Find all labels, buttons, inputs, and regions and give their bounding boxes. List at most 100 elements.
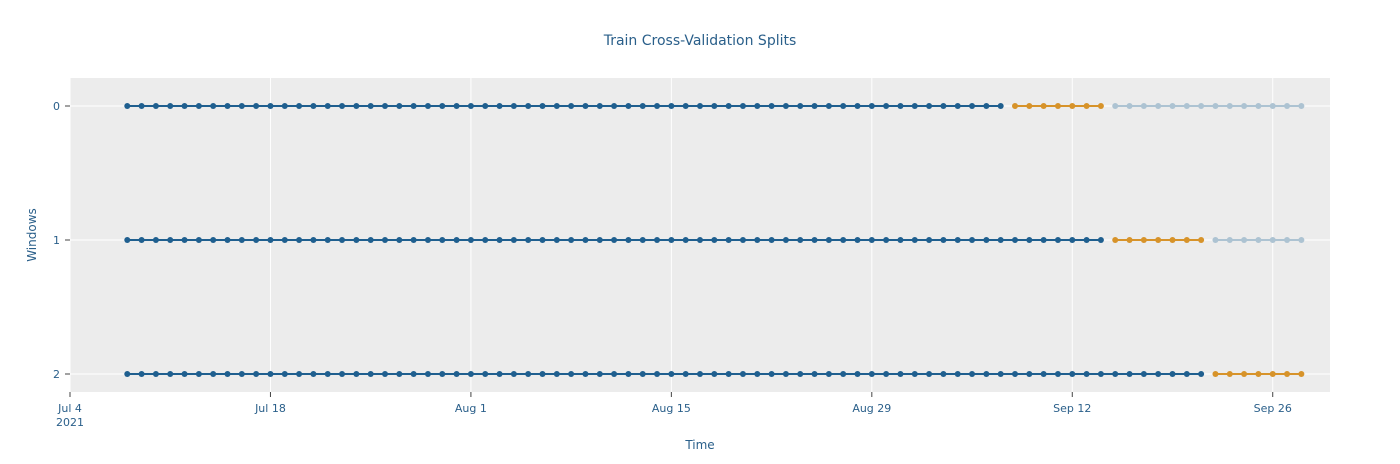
test-series-w0-point xyxy=(1054,103,1061,109)
train-series-w0-point xyxy=(353,103,360,109)
train-series-w0-point xyxy=(553,103,560,109)
test-series-w1-point xyxy=(1112,237,1119,243)
train-series-w2-point xyxy=(940,371,947,377)
train-series-w1-point xyxy=(396,237,403,243)
future-series-w1-point xyxy=(1298,237,1305,243)
train-series-w1-point xyxy=(1097,237,1104,243)
train-series-w2-point xyxy=(281,371,288,377)
train-series-w1-point xyxy=(797,237,804,243)
future-series-w1-point xyxy=(1212,237,1219,243)
train-series-w0-point xyxy=(568,103,575,109)
train-series-w2-point xyxy=(725,371,732,377)
train-series-w2-point xyxy=(954,371,961,377)
test-series-w2-point xyxy=(1269,371,1276,377)
future-series-w0-point xyxy=(1241,103,1248,109)
train-series-w1-point xyxy=(382,237,388,243)
train-series-w1-point xyxy=(210,237,217,243)
test-series-w0-point xyxy=(1040,103,1047,109)
train-series-w0-point xyxy=(668,103,675,109)
train-series-w2-point xyxy=(1140,371,1147,377)
train-series-w1-point xyxy=(897,237,904,243)
train-series-w0-point xyxy=(324,103,331,109)
train-series-w2-point xyxy=(310,371,317,377)
future-series-w1-point xyxy=(1226,237,1233,243)
future-series-w1-point xyxy=(1284,237,1291,243)
train-series-w2-point xyxy=(811,371,818,377)
series-layer xyxy=(124,103,1305,377)
train-series-w1-point xyxy=(138,237,145,243)
train-series-w2-point xyxy=(582,371,589,377)
train-series-w2-point xyxy=(1040,371,1047,377)
train-series-w1 xyxy=(124,237,1104,243)
train-series-w1-point xyxy=(711,237,718,243)
train-series-w2-point xyxy=(983,371,990,377)
train-series-w2-point xyxy=(453,371,460,377)
train-series-w0-point xyxy=(539,103,546,109)
train-series-w0-point xyxy=(424,103,431,109)
train-series-w1-point xyxy=(883,237,890,243)
test-series-w2-point xyxy=(1255,371,1262,377)
train-series-w2-point xyxy=(639,371,646,377)
train-series-w2 xyxy=(124,371,1205,377)
train-series-w2-point xyxy=(496,371,503,377)
train-series-w1-point xyxy=(510,237,517,243)
future-series-w0-point xyxy=(1126,103,1133,109)
train-series-w0-point xyxy=(911,103,918,109)
train-series-w0-point xyxy=(954,103,961,109)
test-series-w1 xyxy=(1112,237,1205,243)
train-series-w2-point xyxy=(883,371,890,377)
train-series-w1-point xyxy=(353,237,360,243)
train-series-w0-point xyxy=(754,103,761,109)
train-series-w2-point xyxy=(152,371,159,377)
test-series-w1-point xyxy=(1155,237,1162,243)
train-series-w2-point xyxy=(768,371,775,377)
train-series-w2-point xyxy=(840,371,847,377)
train-series-w0-point xyxy=(439,103,446,109)
y-tick-label: 1 xyxy=(53,234,60,247)
train-series-w2-point xyxy=(969,371,976,377)
train-series-w0-point xyxy=(697,103,703,109)
train-series-w2-point xyxy=(711,371,718,377)
train-series-w1-point xyxy=(768,237,775,243)
train-series-w0-point xyxy=(654,103,661,109)
train-series-w2-point xyxy=(1083,371,1090,377)
y-axis-ticks: 0 1 2 xyxy=(53,100,70,381)
train-series-w2-point xyxy=(439,371,446,377)
train-series-w0-point xyxy=(739,103,746,109)
train-series-w2-point xyxy=(553,371,560,377)
train-series-w1-point xyxy=(997,237,1004,243)
train-series-w1-point xyxy=(1012,237,1018,243)
train-series-w0-point xyxy=(596,103,603,109)
train-series-w0-point xyxy=(167,103,174,109)
future-series-w0-point xyxy=(1298,103,1305,109)
train-series-w1-point xyxy=(697,237,703,243)
train-series-w0-point xyxy=(782,103,789,109)
train-series-w1-point xyxy=(539,237,546,243)
train-series-w1-point xyxy=(840,237,847,243)
train-series-w2-point xyxy=(1155,371,1162,377)
train-series-w2-point xyxy=(754,371,761,377)
train-series-w2-point xyxy=(825,371,832,377)
train-series-w0 xyxy=(124,103,1004,109)
train-series-w1-point xyxy=(482,237,489,243)
train-series-w1-point xyxy=(1054,237,1061,243)
train-series-w1-point xyxy=(725,237,732,243)
train-series-w0-point xyxy=(997,103,1004,109)
future-series-w1-point xyxy=(1255,237,1262,243)
train-series-w1-point xyxy=(983,237,990,243)
train-series-w2-point xyxy=(396,371,403,377)
train-series-w1-point xyxy=(439,237,446,243)
train-series-w0-point xyxy=(768,103,775,109)
train-series-w2-point xyxy=(525,371,532,377)
train-series-w1-point xyxy=(124,237,131,243)
x-tick-label: Jul 4 xyxy=(57,402,82,415)
train-series-w2-point xyxy=(124,371,131,377)
train-series-w1-point xyxy=(410,237,417,243)
train-series-w1-point xyxy=(324,237,331,243)
train-series-w2-point xyxy=(253,371,260,377)
future-series-w0-point xyxy=(1269,103,1276,109)
train-series-w1-point xyxy=(668,237,675,243)
test-series-w2 xyxy=(1212,371,1305,377)
train-series-w2-point xyxy=(625,371,632,377)
train-series-w2-point xyxy=(167,371,174,377)
